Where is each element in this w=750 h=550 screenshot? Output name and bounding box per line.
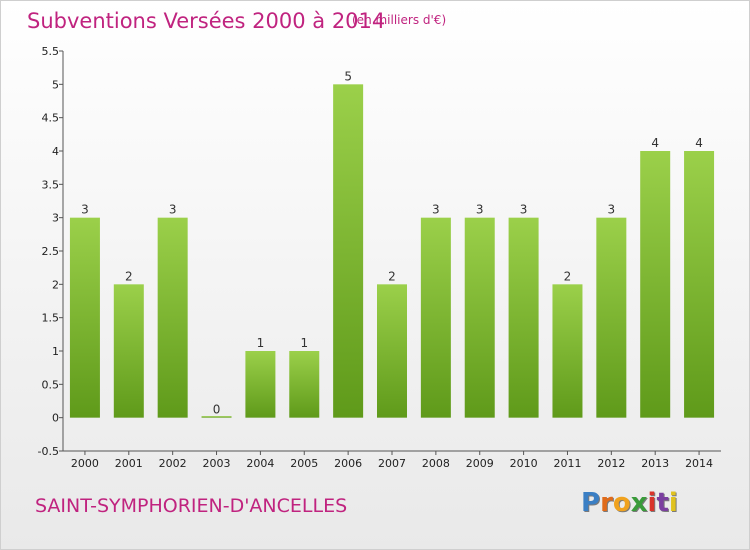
bar [69,217,100,418]
y-tick-label: 1 [52,345,59,358]
y-tick-label: 1.5 [42,312,60,325]
y-tick-label: 3.5 [42,178,60,191]
x-tick-label: 2007 [378,457,406,470]
bar [684,151,715,418]
x-tick-label: 2000 [71,457,99,470]
y-tick-label: -0.5 [38,445,59,458]
chart-axes: -0.5 0 0.5 1 1.5 2 2.5 3 3.5 4 4.5 5 5.5 2000 2001 2002… [38,45,721,470]
bar-data-label: 4 [695,136,703,150]
bar-data-label: 2 [125,269,133,283]
bar-data-label: 4 [651,136,659,150]
x-tick-label: 2009 [466,457,494,470]
bar-data-label: 2 [388,269,396,283]
y-tick-label: 4 [52,145,59,158]
bar-data-label: 2 [564,269,572,283]
bar [157,217,188,418]
x-tick-label: 2002 [159,457,187,470]
bar [596,217,627,418]
bar [464,217,495,418]
x-tick-label: 2001 [115,457,143,470]
bar [113,284,144,418]
bar [508,217,539,418]
y-tick-label: 0 [52,412,59,425]
x-tick-label: 2010 [510,457,538,470]
x-tick-label: 2013 [641,457,669,470]
bar-data-label: 3 [476,203,484,217]
bar [245,351,276,418]
x-tick-label: 2011 [553,457,581,470]
bar-data-label: 0 [213,403,221,417]
chart-title: Subventions Versées 2000 à 2014 [27,9,386,33]
y-tick-label: 2 [52,278,59,291]
x-tick-label: 2012 [597,457,625,470]
bar [201,416,232,418]
chart-bars [69,84,715,418]
y-tick-label: 4.5 [42,112,60,125]
bar-data-label: 1 [257,336,265,350]
bar-data-label: 3 [81,203,89,217]
bar-data-label: 5 [344,69,352,83]
bar [289,351,320,418]
bar [420,217,451,418]
x-tick-label: 2005 [290,457,318,470]
y-tick-label: 5 [52,78,59,91]
x-tick-label: 2006 [334,457,362,470]
bar [333,84,364,418]
x-tick-label: 2003 [203,457,231,470]
bar-data-label: 3 [520,203,528,217]
bar [640,151,671,418]
bar [377,284,407,418]
y-tick-label: 0.5 [42,378,60,391]
y-tick-label: 3 [52,212,59,225]
bar-data-label: 1 [300,336,308,350]
commune-name: SAINT-SYMPHORIEN-D'ANCELLES [35,495,348,517]
x-tick-label: 2004 [246,457,274,470]
bar-data-label: 3 [608,203,616,217]
y-tick-label: 5.5 [42,45,60,58]
chart-data-labels: 3 2 3 0 1 1 5 2 3 3 3 2 3 4 4 [81,69,703,416]
x-tick-label: 2014 [685,457,713,470]
y-tick-label: 2.5 [42,245,60,258]
proxiti-logo: Proxiti [581,488,678,518]
x-tick-label: 2008 [422,457,450,470]
bar-data-label: 3 [432,203,440,217]
bar-data-label: 3 [169,203,177,217]
chart-subtitle: (en milliers d'€) [352,13,447,27]
bar [552,284,583,418]
